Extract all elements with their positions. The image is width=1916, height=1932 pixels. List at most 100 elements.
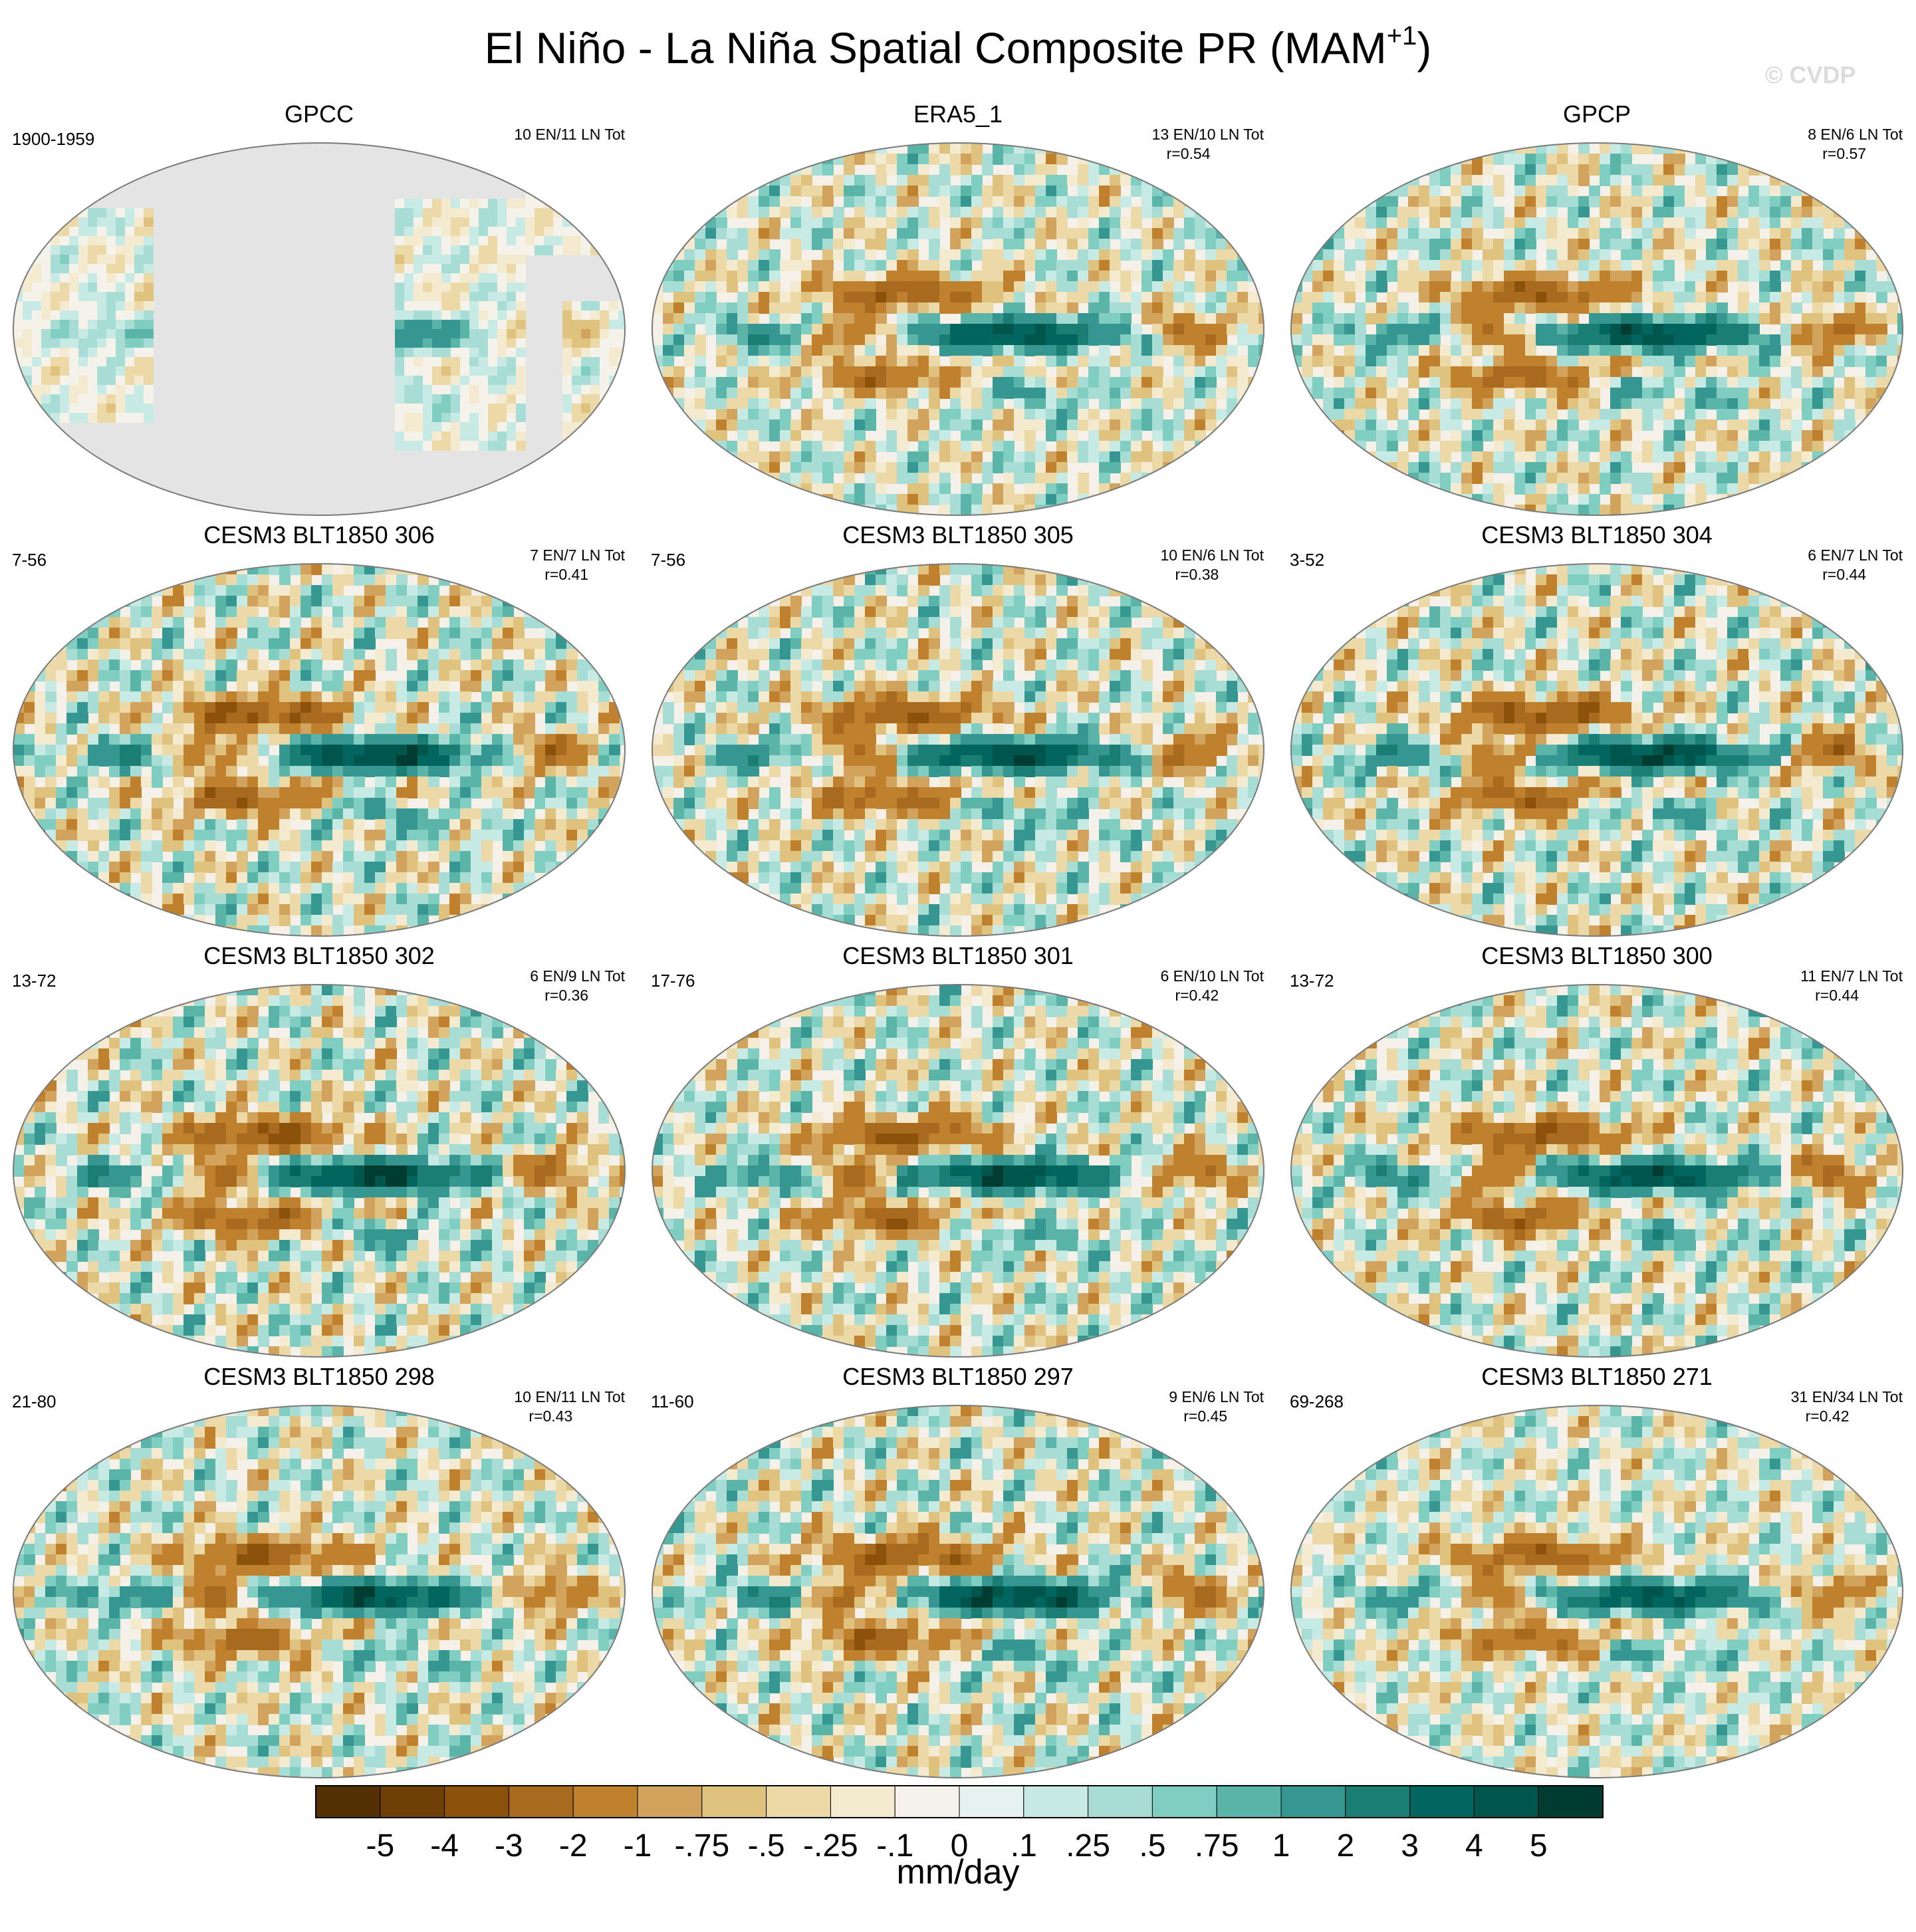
colorbar-units: mm/day <box>0 1852 1916 1892</box>
panel-title: ERA5_1 <box>639 100 1277 129</box>
composite-map <box>1290 563 1903 937</box>
event-count-text: 11 EN/7 LN Tot <box>1800 967 1903 986</box>
event-count-text: 13 EN/10 LN Tot <box>1152 125 1264 144</box>
panel-event-counts: 11 EN/7 LN Tot r=0.44 <box>1800 967 1903 1005</box>
panel-period: 17-76 <box>651 971 695 991</box>
pattern-correlation: r=0.36 <box>530 986 625 1005</box>
composite-map <box>652 1405 1264 1778</box>
panel-period: 3-52 <box>1290 550 1324 570</box>
panel-period: 1900-1959 <box>12 129 94 150</box>
map-panel: CESM3 BLT1850 302 13-72 6 EN/9 LN Tot r=0.3… <box>0 941 638 1360</box>
colorbar-swatch <box>380 1785 445 1818</box>
composite-map <box>1290 984 1903 1358</box>
map-panel: CESM3 BLT1850 298 21-80 10 EN/11 LN Tot r=0… <box>0 1362 638 1781</box>
panel-title: CESM3 BLT1850 305 <box>639 521 1277 550</box>
colorbar-swatch <box>1088 1785 1153 1818</box>
event-count-text: 10 EN/6 LN Tot <box>1160 546 1264 565</box>
panel-title: CESM3 BLT1850 304 <box>1278 521 1916 550</box>
panel-period: 13-72 <box>12 971 57 991</box>
colorbar-swatch <box>766 1785 831 1818</box>
figure-title: El Niño - La Niña Spatial Composite PR (… <box>0 20 1916 76</box>
pattern-correlation: r=0.54 <box>1152 144 1264 164</box>
panel-event-counts: 9 EN/6 LN Tot r=0.45 <box>1169 1388 1264 1426</box>
panel-event-counts: 31 EN/34 LN Tot r=0.42 <box>1791 1388 1903 1426</box>
event-count-text: 6 EN/7 LN Tot <box>1808 546 1903 565</box>
panel-event-counts: 6 EN/9 LN Tot r=0.36 <box>530 967 625 1005</box>
pattern-correlation: r=0.44 <box>1808 565 1903 584</box>
panel-event-counts: 7 EN/7 LN Tot r=0.41 <box>530 546 625 584</box>
panel-event-counts: 10 EN/11 LN Tot <box>514 125 625 144</box>
event-count-text: 8 EN/6 LN Tot <box>1808 125 1903 144</box>
composite-map <box>13 984 626 1358</box>
panel-title: GPCC <box>0 100 638 129</box>
colorbar-swatch <box>1151 1785 1217 1818</box>
panel-event-counts: 10 EN/6 LN Tot r=0.38 <box>1160 546 1264 584</box>
composite-map <box>1290 142 1903 516</box>
colorbar-swatch <box>508 1785 574 1818</box>
map-panel: CESM3 BLT1850 300 13-72 11 EN/7 LN Tot r=0.… <box>1278 941 1916 1360</box>
panel-title: CESM3 BLT1850 271 <box>1278 1362 1916 1391</box>
map-panel: CESM3 BLT1850 305 7-56 10 EN/6 LN Tot r=0.3… <box>639 521 1277 939</box>
colorbar-swatch <box>1023 1785 1089 1818</box>
colorbar-swatch <box>1473 1785 1539 1818</box>
panel-title: CESM3 BLT1850 300 <box>1278 941 1916 971</box>
map-panel: GPCC 1900-1959 10 EN/11 LN Tot <box>0 100 638 519</box>
colorbar-swatch <box>1409 1785 1475 1818</box>
panel-event-counts: 6 EN/7 LN Tot r=0.44 <box>1808 546 1903 584</box>
panel-title: CESM3 BLT1850 297 <box>639 1362 1277 1391</box>
event-count-text: 7 EN/7 LN Tot <box>530 546 625 565</box>
colorbar-swatch <box>637 1785 703 1818</box>
event-count-text: 6 EN/10 LN Tot <box>1160 967 1264 986</box>
event-count-text: 9 EN/6 LN Tot <box>1169 1388 1264 1407</box>
composite-map <box>13 563 626 937</box>
panel-period: 11-60 <box>651 1391 694 1412</box>
watermark: © CVDP <box>1765 61 1856 89</box>
composite-map <box>13 1405 626 1778</box>
panel-event-counts: 8 EN/6 LN Tot r=0.57 <box>1808 125 1903 164</box>
colorbar-swatch <box>701 1785 767 1818</box>
pattern-correlation: r=0.41 <box>530 565 625 584</box>
map-panel: CESM3 BLT1850 306 7-56 7 EN/7 LN Tot r=0.41 <box>0 521 638 939</box>
event-count-text: 10 EN/11 LN Tot <box>514 125 625 144</box>
colorbar-swatch <box>894 1785 960 1818</box>
colorbar-swatch <box>1345 1785 1411 1818</box>
pattern-correlation: r=0.44 <box>1800 986 1903 1005</box>
colorbar-swatch <box>959 1785 1024 1818</box>
panel-period: 69-268 <box>1290 1391 1344 1412</box>
panel-title: CESM3 BLT1850 306 <box>0 521 638 550</box>
pattern-correlation: r=0.42 <box>1160 986 1264 1005</box>
map-panel: GPCP 8 EN/6 LN Tot r=0.57 <box>1278 100 1916 519</box>
map-panel: CESM3 BLT1850 297 11-60 9 EN/6 LN Tot r=0.4… <box>639 1362 1277 1781</box>
colorbar-swatch <box>1280 1785 1346 1818</box>
pattern-correlation: r=0.43 <box>514 1407 625 1426</box>
composite-map <box>1290 1405 1903 1778</box>
panel-period: 7-56 <box>12 550 47 570</box>
map-panel: CESM3 BLT1850 304 3-52 6 EN/7 LN Tot r=0.44 <box>1278 521 1916 939</box>
panel-period: 7-56 <box>651 550 685 570</box>
panel-title: GPCP <box>1278 100 1916 129</box>
event-count-text: 10 EN/11 LN Tot <box>514 1388 625 1407</box>
colorbar-swatch <box>444 1785 509 1818</box>
composite-map <box>652 563 1264 937</box>
map-panel: CESM3 BLT1850 301 17-76 6 EN/10 LN Tot r=0.… <box>639 941 1277 1360</box>
event-count-text: 31 EN/34 LN Tot <box>1791 1388 1903 1407</box>
colorbar-swatch <box>572 1785 638 1818</box>
pattern-correlation: r=0.57 <box>1808 144 1903 164</box>
panel-event-counts: 13 EN/10 LN Tot r=0.54 <box>1152 125 1264 164</box>
pattern-correlation: r=0.42 <box>1791 1407 1903 1426</box>
composite-map <box>13 142 626 516</box>
colorbar-swatch <box>830 1785 896 1818</box>
panel-title: CESM3 BLT1850 301 <box>639 941 1277 971</box>
composite-map <box>652 142 1264 516</box>
map-panel: ERA5_1 13 EN/10 LN Tot r=0.54 <box>639 100 1277 519</box>
panel-event-counts: 6 EN/10 LN Tot r=0.42 <box>1160 967 1264 1005</box>
panel-title: CESM3 BLT1850 302 <box>0 941 638 971</box>
event-count-text: 6 EN/9 LN Tot <box>530 967 625 986</box>
colorbar-swatch <box>1216 1785 1282 1818</box>
panel-title: CESM3 BLT1850 298 <box>0 1362 638 1391</box>
map-panel: CESM3 BLT1850 271 69-268 31 EN/34 LN Tot r=… <box>1278 1362 1916 1781</box>
composite-map <box>652 984 1264 1358</box>
panel-event-counts: 10 EN/11 LN Tot r=0.43 <box>514 1388 625 1426</box>
colorbar-swatch <box>315 1785 381 1818</box>
panel-period: 21-80 <box>12 1391 57 1412</box>
